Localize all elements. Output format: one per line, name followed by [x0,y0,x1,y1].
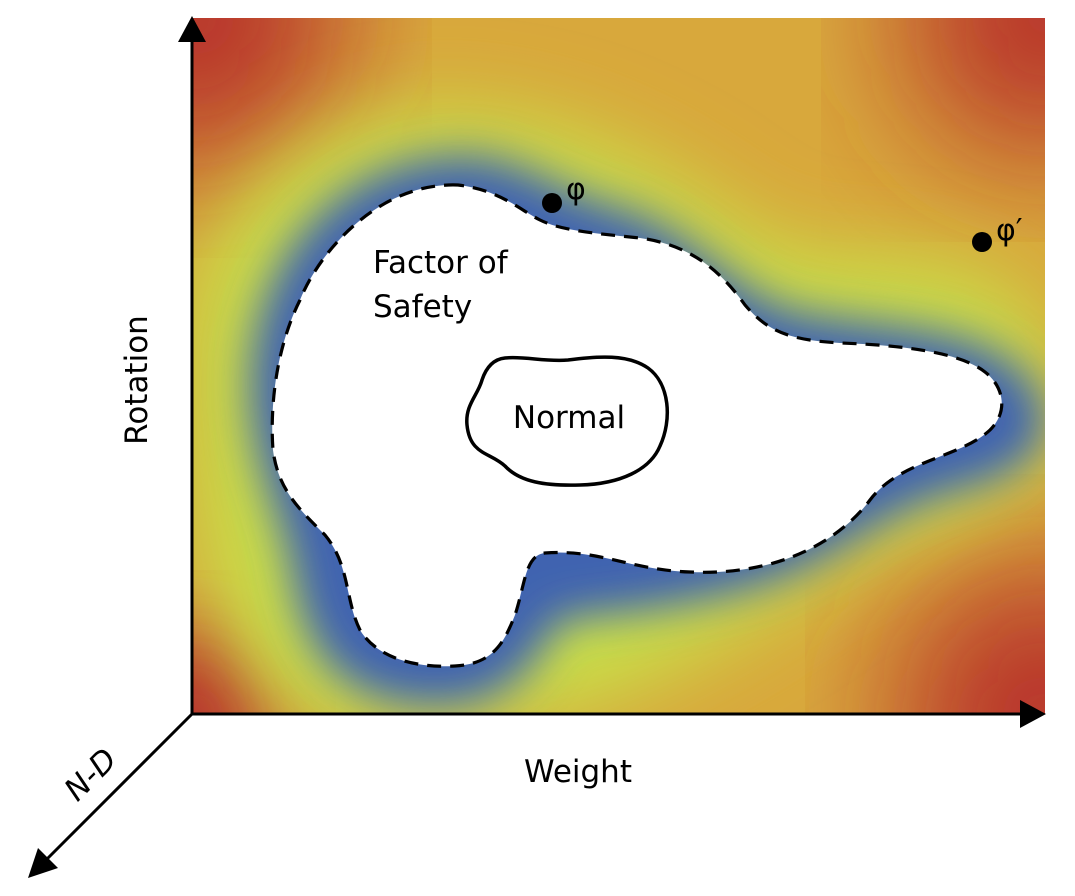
safety-region-label-line1: Factor of [373,245,509,281]
heatmap-corner-tl [192,18,342,168]
point-phi: φ [542,172,586,213]
x-axis-label: Weight [524,754,632,790]
z-axis-line [42,712,194,864]
z-axis-arrowhead [28,848,58,878]
axes [28,16,1046,878]
point-phi-marker [542,193,562,213]
heatmap-corner-tr [905,18,1045,158]
normal-region [465,355,670,487]
y-axis-arrowhead [178,16,206,42]
heatmap-corner-br [895,564,1045,714]
safety-envelope-boundary [270,183,1004,668]
point-phi-prime-label: φ′ [996,213,1023,248]
safety-region-label-line2: Safety [373,289,472,325]
z-axis-label: N-D [58,742,125,809]
point-phi-prime-marker [972,232,992,252]
heatmap-corner-bl [192,624,282,714]
x-axis-arrowhead [1020,700,1046,728]
normal-region-label: Normal [513,400,625,436]
point-phi-prime: φ′ [972,213,1023,252]
y-axis-label: Rotation [119,315,155,445]
point-phi-label: φ [566,172,586,207]
